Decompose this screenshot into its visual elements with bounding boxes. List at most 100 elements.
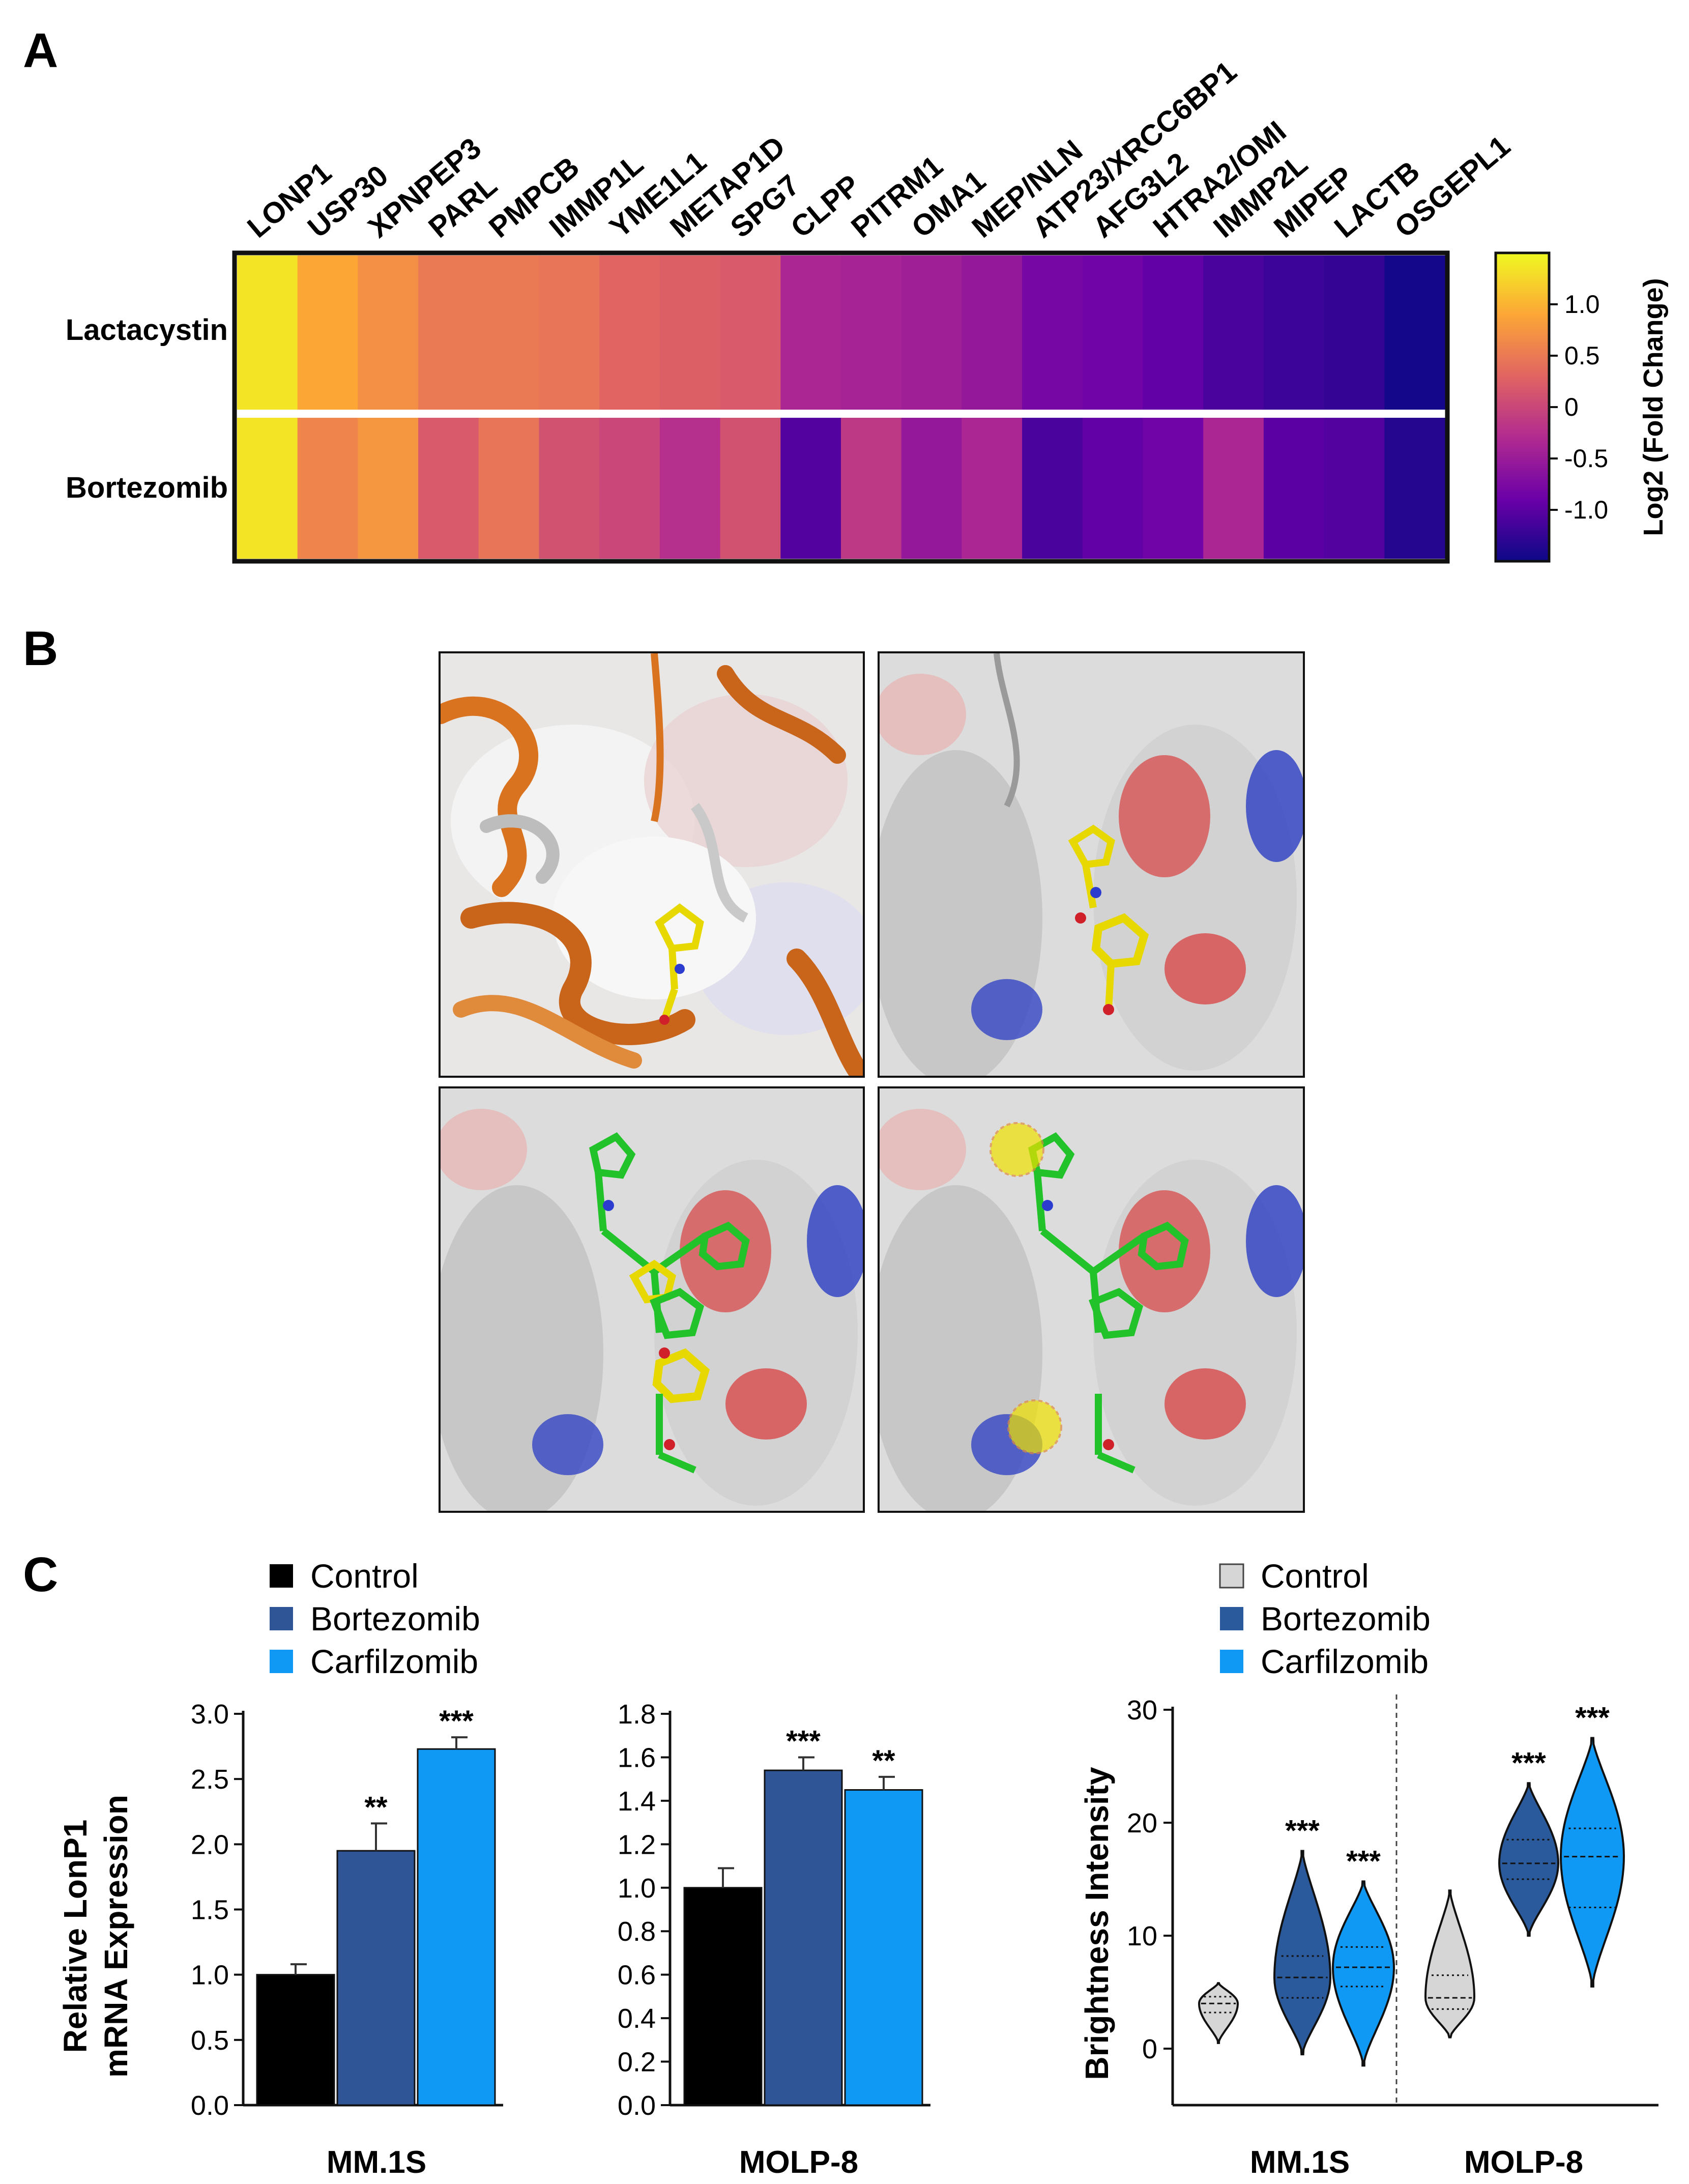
panel-label-b: B [23, 621, 59, 676]
panel-label-c: C [23, 1547, 59, 1602]
heatmap-cell [1324, 418, 1385, 559]
heatmap-cell [358, 255, 419, 410]
heatmap-cell [297, 418, 358, 559]
heatmap-cell [780, 255, 841, 410]
colorbar-tick-label: -1.0 [1564, 496, 1608, 524]
row-label-bortezomib: Bortezomib [66, 471, 228, 504]
legend-swatch-bortezomib [270, 1607, 293, 1630]
bar [256, 1974, 335, 2106]
y-tick-label: 0.5 [191, 2025, 229, 2056]
bar [336, 1850, 416, 2106]
violin-ylabel: Brightness Intensity [1079, 1767, 1115, 2080]
y-tick-label: 1.0 [191, 1960, 229, 1991]
heatmap-cell [539, 255, 600, 410]
heatmap-cell [237, 418, 298, 559]
heatmap-cell [418, 255, 479, 410]
significance-label: *** [786, 1725, 821, 1758]
y-tick-label: 20 [1127, 1808, 1157, 1838]
y-tick-label: 2.5 [191, 1764, 229, 1795]
heatmap-cell [599, 255, 660, 410]
bar [844, 1789, 923, 2106]
bar [764, 1769, 843, 2106]
heatmap-cell [901, 418, 962, 559]
legend-label-control: Control [310, 1557, 419, 1595]
structure-panel-top-left [439, 651, 865, 1078]
structure-panel-top-right [878, 651, 1305, 1078]
heatmap-cell [478, 255, 540, 410]
bar-legend: Control Bortezomib Carfilzomib [270, 1557, 480, 1680]
violin-shape [1424, 1889, 1476, 2038]
structure-panel-bottom-left [439, 1086, 865, 1513]
violin-shape [1559, 1737, 1625, 1988]
significance-label: *** [1285, 1815, 1320, 1848]
heatmap-cell [720, 255, 781, 410]
legend-label-bortezomib: Bortezomib [310, 1600, 480, 1637]
heatmap-cell [1203, 255, 1264, 410]
legend-swatch-carfilzomib-violin [1220, 1650, 1243, 1673]
significance-label: ** [872, 1744, 895, 1777]
significance-label: *** [1511, 1746, 1546, 1779]
y-tick-label: 0.0 [618, 2090, 656, 2121]
heatmap-cell [1022, 418, 1083, 559]
colorbar-tick-label: -0.5 [1564, 444, 1608, 473]
heatmap-cell [659, 255, 721, 410]
y-tick-label: 0.6 [618, 1960, 656, 1991]
heatmap-cell [539, 418, 600, 559]
heatmap-cell [478, 418, 540, 559]
colorbar [1494, 251, 1551, 563]
y-tick-label: 1.2 [618, 1829, 656, 1860]
violin-shape [1331, 1880, 1395, 2067]
legend-swatch-carfilzomib [270, 1650, 293, 1673]
heatmap-cell [841, 418, 902, 559]
bar2-xlabel: MOLP-8 [739, 2145, 858, 2180]
bar [683, 1887, 763, 2106]
heatmap-cell [720, 418, 781, 559]
significance-label: *** [1575, 1702, 1610, 1735]
heatmap-cell [1384, 418, 1445, 559]
violin-group-label-molp8: MOLP-8 [1464, 2145, 1583, 2180]
legend-swatch-bortezomib-violin [1220, 1607, 1243, 1630]
heatmap: LONP1USP30XPNPEP3PARLPMPCBIMMP1LYME1L1ME… [66, 55, 1669, 564]
y-tick-label: 0.0 [191, 2090, 229, 2121]
y-tick-label: 0 [1142, 2034, 1157, 2064]
legend-swatch-control [270, 1564, 293, 1588]
heatmap-cell [962, 418, 1023, 559]
violin-legend: Control Bortezomib Carfilzomib [1219, 1557, 1431, 1680]
significance-label: *** [1346, 1845, 1381, 1878]
structure-panel-bottom-right [878, 1086, 1305, 1513]
violin-shape [1198, 1982, 1239, 2044]
heatmap-cell [1203, 418, 1264, 559]
heatmap-cell [1082, 418, 1144, 559]
heatmap-cell [297, 255, 358, 410]
violin-shape [1273, 1850, 1332, 2056]
heatmap-cell [1384, 255, 1445, 410]
y-tick-label: 0.4 [618, 2003, 656, 2034]
violin-group-label-mm1s: MM.1S [1250, 2145, 1350, 2180]
heatmap-cell [841, 255, 902, 410]
significance-label: *** [439, 1705, 474, 1738]
legend-label-carfilzomib-violin: Carfilzomib [1261, 1643, 1429, 1680]
violin-shape [1498, 1782, 1560, 1937]
y-tick-label: 1.8 [618, 1699, 656, 1730]
heatmap-cell [1143, 418, 1204, 559]
y-tick-label: 10 [1127, 1921, 1157, 1951]
y-tick-label: 2.0 [191, 1829, 229, 1860]
row-label-lactacystin: Lactacystin [66, 313, 228, 347]
y-tick-label: 1.4 [618, 1786, 656, 1817]
bar [417, 1748, 496, 2106]
heatmap-cell [358, 418, 419, 559]
heatmap-cell [599, 418, 660, 559]
legend-label-control-violin: Control [1261, 1557, 1369, 1595]
panel-label-a: A [23, 23, 59, 78]
colorbar-tick-label: 0.5 [1564, 341, 1600, 370]
heatmap-cell [1263, 255, 1325, 410]
y-tick-label: 1.6 [618, 1742, 656, 1773]
colorbar-label: Log2 (Fold Change) [1638, 278, 1669, 536]
bar1-xlabel: MM.1S [327, 2145, 426, 2180]
heatmap-cell [237, 255, 298, 410]
heatmap-cell [780, 418, 841, 559]
y-tick-label: 1.5 [191, 1895, 229, 1926]
heatmap-cell [962, 255, 1023, 410]
legend-swatch-control-violin [1219, 1563, 1244, 1589]
